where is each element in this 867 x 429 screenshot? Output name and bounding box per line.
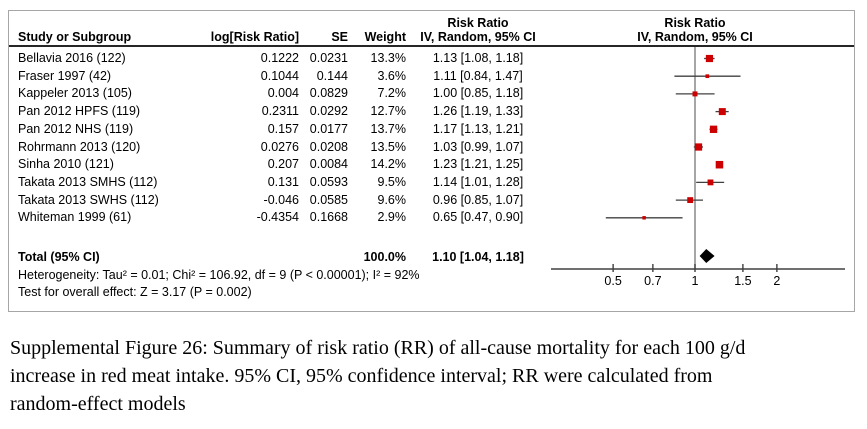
column-header-weight: Weight: [364, 30, 406, 44]
effect-marker: [694, 143, 703, 151]
study-label: Kappeler 2013 (105): [18, 86, 132, 101]
effect-marker: [692, 91, 698, 97]
study-label: Takata 2013 SWHS (112): [18, 192, 159, 207]
risk-ratio-ci-text: 1.14 [1.01, 1.28]: [432, 174, 524, 189]
effect-marker: [715, 160, 724, 169]
column-header-log-risk-ratio: log[Risk Ratio]: [210, 30, 299, 44]
risk-ratio-ci-text: 0.65 [0.47, 0.90]: [432, 210, 524, 225]
effect-marker: [709, 125, 718, 133]
risk-ratio-ci-text: 1.03 [0.99, 1.07]: [432, 139, 524, 154]
log-risk-ratio-value: 0.2311: [261, 104, 299, 119]
total-label: Total (95% CI): [18, 250, 100, 264]
column-header-se: SE: [331, 30, 348, 44]
log-risk-ratio-value: 0.004: [267, 86, 299, 101]
se-value: 0.144: [316, 68, 348, 83]
weight-value: 14.2%: [370, 157, 406, 172]
plot-header-risk-ratio: Risk Ratio: [664, 16, 726, 30]
effect-marker: [642, 216, 646, 220]
log-risk-ratio-value: 0.131: [267, 174, 299, 189]
header-divider: [9, 45, 854, 47]
column-header-iv-random-ci: IV, Random, 95% CI: [420, 30, 536, 44]
column-header-risk-ratio: Risk Ratio: [447, 16, 509, 30]
study-label: Sinha 2010 (121): [18, 157, 114, 172]
study-row: Pan 2012 HPFS (119) 0.2311 0.0292 12.7% 1.26…: [9, 103, 854, 120]
se-value: 0.0593: [309, 174, 348, 189]
total-row: Total (95% CI) 100.0% 1.10 [1.04, 1.18]: [9, 249, 854, 266]
se-value: 0.0231: [309, 51, 348, 65]
log-risk-ratio-value: -0.046: [263, 192, 299, 207]
forest-plot-panel: Risk Ratio Risk Ratio Study or Subgroup …: [8, 10, 855, 312]
risk-ratio-ci-text: 1.11 [0.84, 1.47]: [433, 68, 523, 83]
study-label: Whiteman 1999 (61): [18, 210, 132, 225]
se-value: 0.0208: [309, 139, 348, 154]
log-risk-ratio-value: -0.4354: [256, 210, 299, 225]
overall-effect-text: Test for overall effect: Z = 3.17 (P = 0…: [18, 285, 252, 299]
effect-marker: [718, 108, 726, 116]
weight-value: 12.7%: [370, 104, 406, 119]
study-row: Whiteman 1999 (61) -0.4354 0.1668 2.9% 0.65 …: [9, 209, 854, 226]
study-row: Fraser 1997 (42) 0.1044 0.144 3.6% 1.11 [0.8…: [9, 68, 854, 85]
study-label: Pan 2012 HPFS (119): [18, 104, 141, 119]
weight-value: 13.5%: [370, 139, 406, 154]
total-ci: 1.10 [1.04, 1.18]: [432, 250, 524, 264]
effect-marker: [705, 74, 710, 79]
study-label: Takata 2013 SMHS (112): [18, 174, 158, 189]
axis-tick-label: 2: [773, 274, 780, 288]
axis-tick-label: 0.5: [604, 274, 621, 288]
axis-tick-label: 1.5: [734, 274, 751, 288]
risk-ratio-ci-text: 1.00 [0.85, 1.18]: [432, 86, 524, 101]
total-diamond: [699, 249, 715, 263]
study-row: Takata 2013 SMHS (112) 0.131 0.0593 9.5% 1.1…: [9, 174, 854, 191]
risk-ratio-ci-text: 1.23 [1.21, 1.25]: [432, 157, 524, 172]
weight-value: 7.2%: [377, 86, 407, 101]
caption-line: random-effect models: [10, 393, 186, 415]
se-value: 0.0585: [309, 192, 348, 207]
se-value: 0.1668: [309, 210, 348, 225]
log-risk-ratio-value: 0.157: [267, 121, 299, 136]
risk-ratio-ci-text: 1.26 [1.19, 1.33]: [432, 104, 524, 119]
effect-marker: [687, 197, 694, 204]
log-risk-ratio-value: 0.1044: [260, 68, 299, 83]
weight-value: 9.5%: [377, 174, 407, 189]
study-row: Bellavia 2016 (122) 0.1222 0.0231 13.3% 1.13…: [9, 50, 854, 67]
se-value: 0.0292: [309, 104, 348, 119]
study-row: Takata 2013 SWHS (112) -0.046 0.0585 9.6% 0.…: [9, 192, 854, 209]
study-label: Rohrmann 2013 (120): [18, 139, 141, 154]
study-row: Kappeler 2013 (105) 0.004 0.0829 7.2% 1.00 […: [9, 85, 854, 102]
log-risk-ratio-value: 0.1222: [260, 51, 299, 65]
risk-ratio-ci-text: 1.13 [1.08, 1.18]: [432, 51, 524, 65]
study-label: Pan 2012 NHS (119): [18, 121, 134, 136]
caption-line: increase in red meat intake. 95% CI, 95%…: [10, 365, 713, 387]
weight-value: 9.6%: [377, 192, 407, 207]
weight-value: 13.3%: [370, 51, 406, 65]
weight-value: 3.6%: [377, 68, 407, 83]
weight-value: 13.7%: [370, 121, 406, 136]
se-value: 0.0177: [309, 121, 348, 136]
figure-caption: Supplemental Figure 26: Summary of risk …: [10, 334, 860, 418]
study-row: Pan 2012 NHS (119) 0.157 0.0177 13.7% 1.17 […: [9, 121, 854, 138]
study-row: Rohrmann 2013 (120) 0.0276 0.0208 13.5% 1.03…: [9, 139, 854, 156]
caption-line: Supplemental Figure 26: Summary of risk …: [10, 337, 746, 359]
risk-ratio-ci-text: 0.96 [0.85, 1.07]: [432, 192, 524, 207]
log-risk-ratio-value: 0.0276: [260, 139, 299, 154]
study-row: Sinha 2010 (121) 0.207 0.0084 14.2% 1.23 [1.…: [9, 156, 854, 173]
forest-plot: 0.5 0.7 1 1.5 2: [551, 47, 845, 288]
study-label: Bellavia 2016 (122): [18, 51, 126, 65]
heterogeneity-text: Heterogeneity: Tau² = 0.01; Chi² = 106.9…: [18, 268, 420, 282]
se-value: 0.0829: [309, 86, 348, 101]
effect-marker: [707, 179, 714, 186]
column-header-study: Study or Subgroup: [18, 30, 132, 44]
effect-marker: [705, 54, 714, 63]
log-risk-ratio-value: 0.207: [267, 157, 299, 172]
total-weight: 100.0%: [363, 250, 406, 264]
axis-tick-label: 0.7: [644, 274, 661, 288]
study-label: Fraser 1997 (42): [18, 68, 112, 83]
risk-ratio-ci-text: 1.17 [1.13, 1.21]: [432, 121, 524, 136]
axis-tick-label: 1: [692, 274, 699, 288]
weight-value: 2.9%: [377, 210, 407, 225]
se-value: 0.0084: [309, 157, 348, 172]
plot-header-iv-random-ci: IV, Random, 95% CI: [637, 30, 753, 44]
